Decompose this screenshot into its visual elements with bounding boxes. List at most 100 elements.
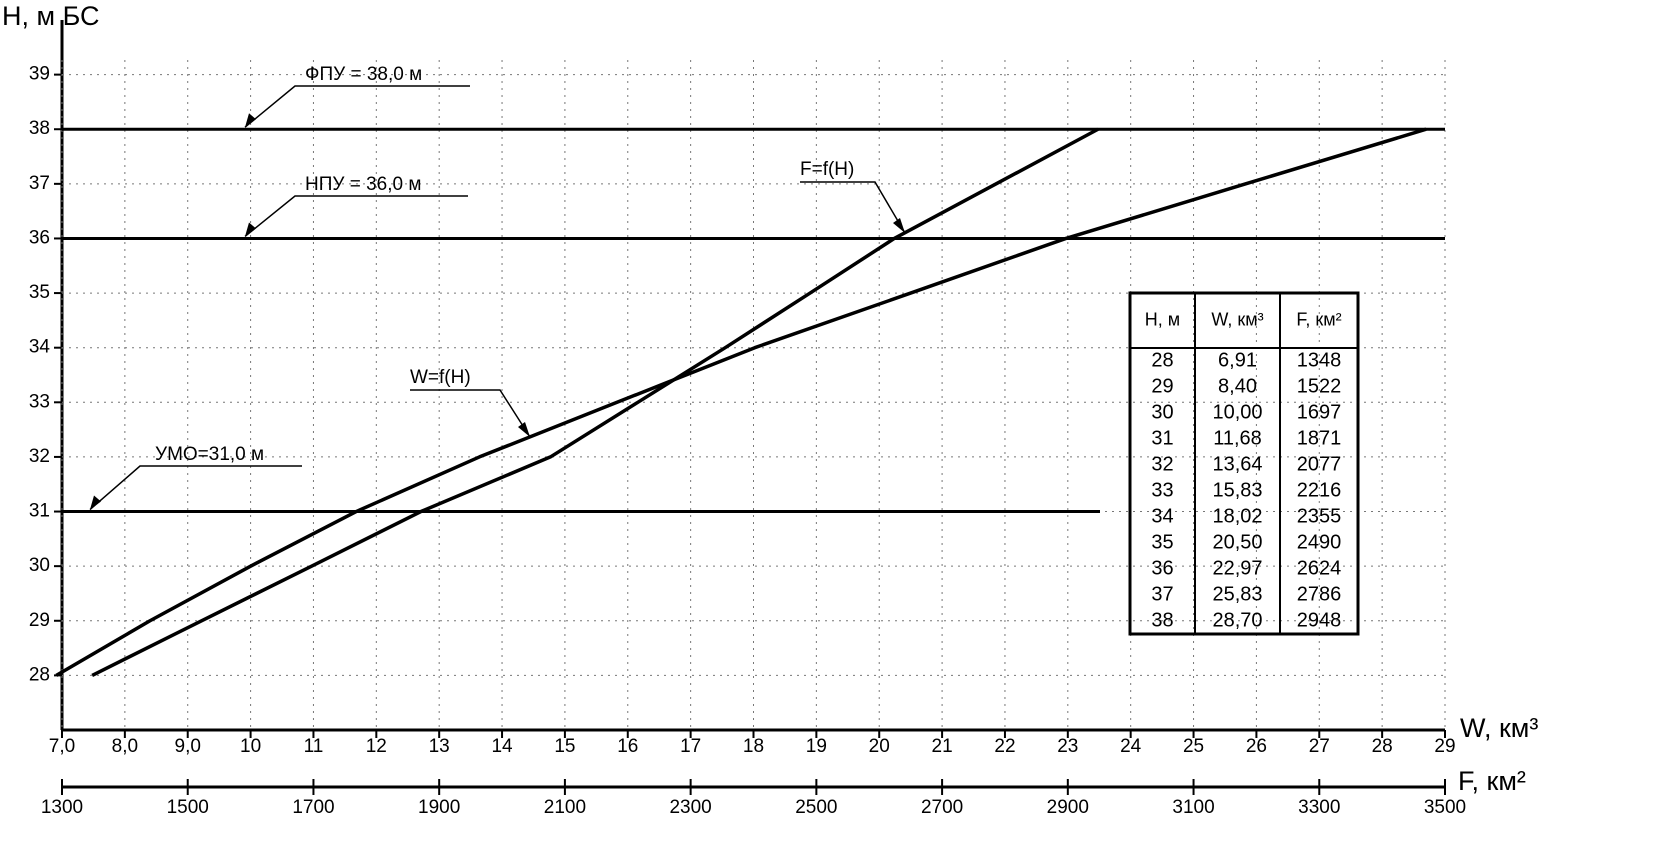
x-tick-label: 15 xyxy=(554,736,575,757)
y-tick-label: 33 xyxy=(29,391,50,412)
table-cell: 28,70 xyxy=(1212,609,1262,631)
x2-tick-label: 2900 xyxy=(1047,797,1089,818)
table-cell: 18,02 xyxy=(1212,505,1262,527)
x2-tick-label: 2700 xyxy=(921,797,963,818)
x-tick-label: 28 xyxy=(1372,736,1393,757)
x-tick-label: 8,0 xyxy=(112,736,138,757)
x2-tick-label: 1900 xyxy=(418,797,460,818)
reference-label: УМО=31,0 м xyxy=(155,444,264,465)
table-cell: 1522 xyxy=(1297,375,1342,397)
table-cell: 2490 xyxy=(1297,531,1342,553)
table-cell: 20,50 xyxy=(1212,531,1262,553)
table-border xyxy=(1128,291,1360,636)
table-cell: 2355 xyxy=(1297,505,1342,527)
table-cell: 6,91 xyxy=(1218,349,1257,371)
table-cell: 2786 xyxy=(1297,583,1342,605)
table-header: F, км² xyxy=(1296,309,1341,329)
reference-label: НПУ = 36,0 м xyxy=(305,174,421,195)
table-cell: 33 xyxy=(1151,479,1173,501)
table-cell: 32 xyxy=(1151,453,1173,475)
y-tick-label: 35 xyxy=(29,282,50,303)
x-tick-label: 12 xyxy=(366,736,387,757)
table-cell: 13,64 xyxy=(1212,453,1262,475)
x-tick-label: 18 xyxy=(743,736,764,757)
y-tick-label: 32 xyxy=(29,446,50,467)
table-cell: 2216 xyxy=(1297,479,1342,501)
x-tick-label: 27 xyxy=(1309,736,1330,757)
x-tick-label: 17 xyxy=(680,736,701,757)
reference-label: ФПУ = 38,0 м xyxy=(305,64,422,85)
table-cell: 31 xyxy=(1151,427,1173,449)
x2-tick-label: 1300 xyxy=(41,797,83,818)
table-cell: 22,97 xyxy=(1212,557,1262,579)
y-tick-label: 29 xyxy=(29,610,50,631)
y-tick-label: 30 xyxy=(29,555,50,576)
x-tick-label: 29 xyxy=(1434,736,1455,757)
y-tick-label: 37 xyxy=(29,173,50,194)
table-cell: 38 xyxy=(1151,609,1173,631)
x-tick-label: 24 xyxy=(1120,736,1142,757)
table-cell: 34 xyxy=(1151,505,1173,527)
table-cell: 25,83 xyxy=(1212,583,1262,605)
table-cell: 2077 xyxy=(1297,453,1342,475)
x-tick-label: 13 xyxy=(429,736,450,757)
y-tick-label: 38 xyxy=(29,118,50,139)
table-cell: 10,00 xyxy=(1212,401,1262,423)
table-cell: 2948 xyxy=(1297,609,1342,631)
table-cell: 8,40 xyxy=(1218,375,1257,397)
leader-line xyxy=(89,465,302,511)
arrow-head xyxy=(518,422,530,437)
x2-tick-label: 2100 xyxy=(544,797,586,818)
y-axis-label: H, м БС xyxy=(2,1,99,31)
table-cell: 36 xyxy=(1151,557,1173,579)
x-tick-label: 10 xyxy=(240,736,261,757)
x-tick-label: 16 xyxy=(617,736,638,757)
table-cell: 1871 xyxy=(1297,427,1342,449)
x-axis-label: W, км³ xyxy=(1460,713,1538,743)
table-cell: 1348 xyxy=(1297,349,1342,371)
x-tick-label: 14 xyxy=(491,736,513,757)
x-tick-label: 7,0 xyxy=(49,736,75,757)
table-cell: 37 xyxy=(1151,583,1173,605)
table-cell: 15,83 xyxy=(1212,479,1262,501)
table-cell: 35 xyxy=(1151,531,1173,553)
x-tick-label: 26 xyxy=(1246,736,1267,757)
y-tick-label: 36 xyxy=(29,227,50,248)
x2-tick-label: 2500 xyxy=(795,797,837,818)
x2-tick-label: 2300 xyxy=(669,797,711,818)
y-tick-label: 39 xyxy=(29,64,50,85)
x-tick-label: 25 xyxy=(1183,736,1204,757)
arrow-head xyxy=(893,218,905,233)
x-tick-label: 11 xyxy=(304,736,324,757)
y-tick-label: 34 xyxy=(29,337,51,358)
table-cell: 11,68 xyxy=(1213,427,1262,449)
leader-line xyxy=(800,181,906,234)
x-tick-label: 22 xyxy=(994,736,1015,757)
table-cell: 30 xyxy=(1151,401,1173,423)
table-cell: 1697 xyxy=(1297,401,1342,423)
x2-tick-label: 1500 xyxy=(167,797,209,818)
x2-tick-label: 3100 xyxy=(1172,797,1214,818)
x-tick-label: 21 xyxy=(932,736,953,757)
y-tick-label: 31 xyxy=(29,501,50,522)
series-line xyxy=(91,127,1099,677)
series-label: F=f(H) xyxy=(800,159,854,180)
leader-line xyxy=(244,195,468,238)
x-tick-label: 9,0 xyxy=(175,736,201,757)
series-label: W=f(H) xyxy=(410,367,471,388)
table-cell: 2624 xyxy=(1297,557,1342,579)
table-cell: 29 xyxy=(1151,375,1173,397)
x-tick-label: 23 xyxy=(1057,736,1078,757)
leader-line xyxy=(244,85,470,128)
x2-tick-label: 3500 xyxy=(1424,797,1466,818)
x-tick-label: 19 xyxy=(806,736,827,757)
x2-tick-label: 3300 xyxy=(1298,797,1340,818)
arrow-head xyxy=(245,113,256,128)
table-cell: 28 xyxy=(1151,349,1173,371)
arrow-head xyxy=(90,495,101,510)
arrow-head xyxy=(245,222,256,237)
table-header: H, м xyxy=(1145,309,1180,329)
y-tick-label: 28 xyxy=(29,664,50,685)
x2-tick-label: 1700 xyxy=(292,797,334,818)
series-line xyxy=(55,127,1427,677)
